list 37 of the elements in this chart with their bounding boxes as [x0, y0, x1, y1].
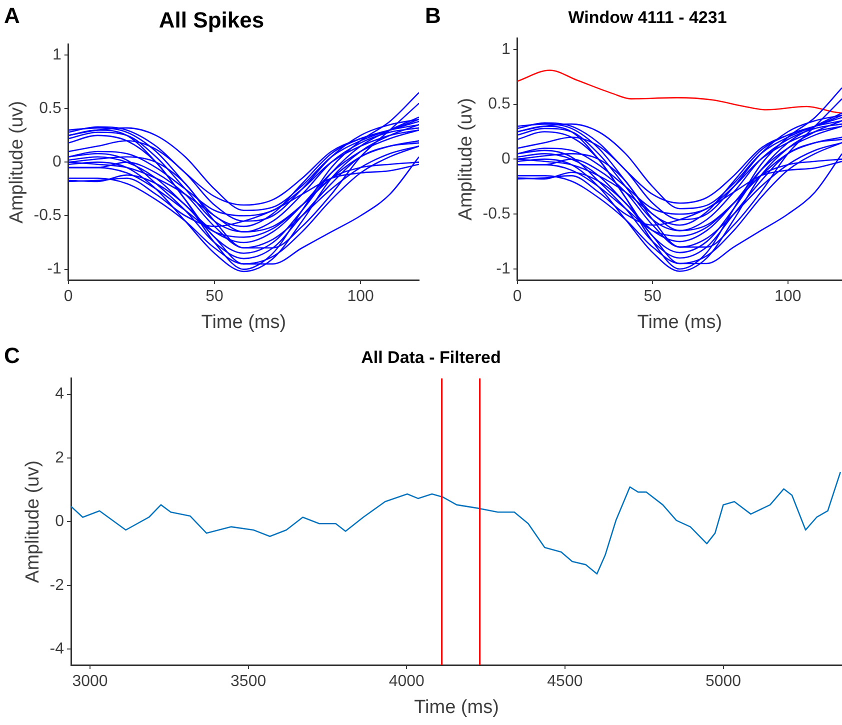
y-tick-label: 0 [52, 154, 62, 171]
x-tick-label: 100 [774, 288, 802, 306]
y-tick-label: 0.5 [488, 96, 510, 113]
y-tick-label: 1 [501, 40, 510, 58]
y-axis-title: Amplitude (uv) [456, 98, 477, 220]
y-tick-label: -0.5 [34, 207, 62, 224]
y-tick-label: 2 [55, 449, 64, 466]
x-tick-label: 3500 [230, 673, 266, 690]
y-tick-label: 4 [55, 386, 64, 403]
y-tick-label: -2 [50, 576, 64, 594]
x-tick-label: 50 [644, 288, 662, 306]
y-axis-title: Amplitude (uv) [6, 100, 28, 224]
x-axis-title: Time (ms) [201, 312, 286, 333]
y-tick-label: -4 [50, 640, 64, 658]
x-axis-title: Time (ms) [414, 696, 499, 718]
y-tick-label: 0 [501, 150, 510, 168]
x-tick-label: 3000 [72, 673, 108, 690]
text: C [4, 343, 20, 368]
chart-title: All Spikes [158, 7, 264, 32]
text: B [425, 3, 441, 28]
y-tick-label: -1 [496, 260, 510, 278]
x-tick-label: 4000 [388, 673, 425, 690]
y-tick-label: -1 [47, 260, 62, 278]
y-tick-label: -0.5 [482, 206, 510, 223]
x-tick-label: 4500 [547, 673, 583, 690]
chart-title: All Data - Filtered [361, 348, 501, 367]
y-tick-label: 0.5 [39, 100, 62, 118]
y-tick-label: 1 [52, 46, 62, 64]
chart-title: Window 4111 - 4231 [568, 8, 727, 27]
text: A [4, 3, 20, 28]
x-tick-label: 100 [347, 288, 374, 306]
y-tick-label: 0 [55, 513, 64, 530]
x-axis-title: Time (ms) [637, 312, 722, 333]
x-tick-label: 50 [206, 288, 224, 306]
x-tick-label: 0 [512, 288, 522, 306]
y-axis-title: Amplitude (uv) [22, 460, 44, 583]
x-tick-label: 5000 [705, 673, 742, 690]
